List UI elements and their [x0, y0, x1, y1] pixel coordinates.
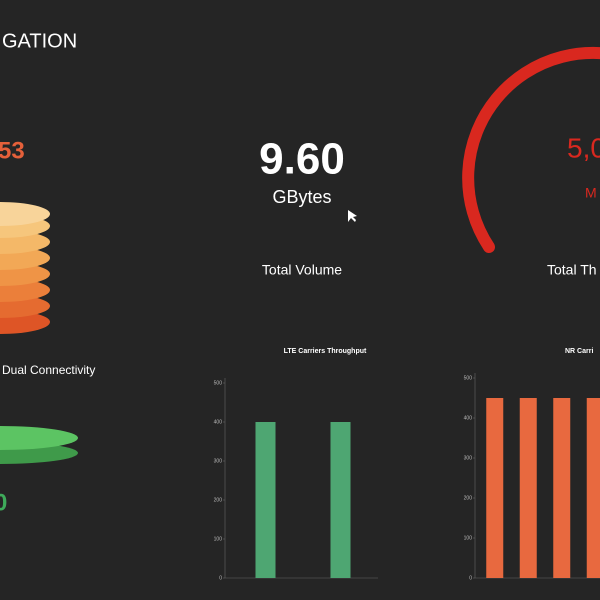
dc-value: 53	[0, 137, 25, 164]
volume-unit: GBytes	[272, 187, 331, 207]
y-tick-label: 200	[214, 497, 223, 503]
bar	[586, 398, 600, 578]
green-discs	[0, 426, 78, 464]
y-tick-label: 0	[219, 575, 222, 581]
y-tick-label: 500	[464, 375, 473, 381]
gauge-arc	[462, 46, 600, 253]
throughput-value: 5,0	[567, 132, 600, 163]
y-tick-label: 400	[214, 419, 223, 425]
dc-label: Dual Connectivity	[2, 363, 95, 377]
chart-title: LTE Carriers Throughput	[284, 348, 367, 355]
dc-value-2: 0	[0, 489, 7, 516]
bar	[255, 422, 276, 578]
y-tick-label: 500	[214, 380, 223, 386]
throughput-unit: M	[585, 185, 597, 201]
volume-label: Total Volume	[262, 262, 342, 278]
throughput-label: Total Th	[547, 262, 597, 278]
y-tick-label: 400	[464, 415, 473, 421]
y-tick-label: 100	[464, 535, 473, 541]
y-tick-label: 300	[464, 455, 473, 461]
bar	[519, 398, 537, 578]
volume-value: 9.60	[259, 135, 345, 184]
page-title: GATION	[2, 30, 77, 52]
bar	[330, 422, 351, 578]
y-tick-label: 300	[214, 458, 223, 464]
y-tick-label: 200	[464, 495, 473, 501]
y-tick-label: 0	[469, 575, 472, 581]
y-tick-label: 100	[214, 536, 223, 542]
disc-stack	[0, 202, 50, 334]
bar	[553, 398, 571, 578]
chart-title: NR Carri	[565, 348, 593, 355]
cursor	[348, 210, 357, 222]
bar	[486, 398, 504, 578]
